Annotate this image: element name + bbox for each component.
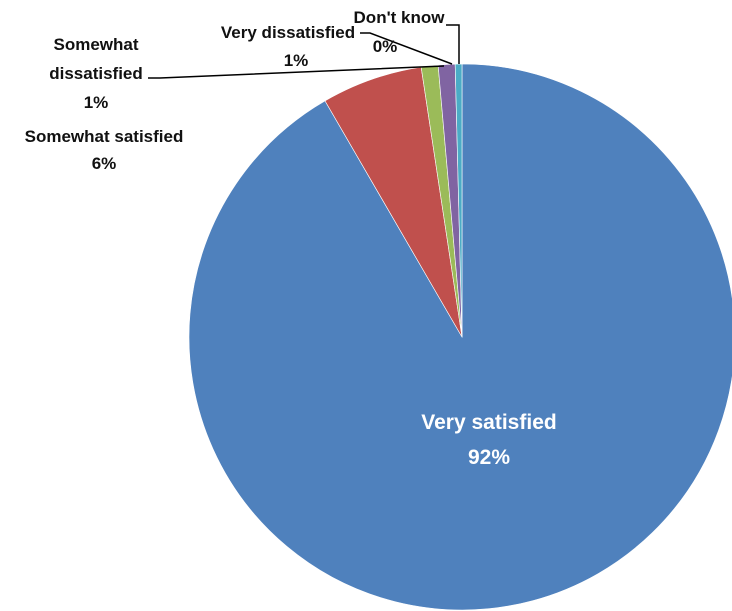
slice-label-somewhat-dissatisfied-line2: dissatisfied [49, 64, 143, 83]
slice-value-very-dissatisfied: 1% [284, 51, 309, 70]
slice-value-very-satisfied: 92% [468, 446, 510, 469]
slice-label-very-dissatisfied: Very dissatisfied [221, 23, 355, 42]
slice-value-somewhat-dissatisfied: 1% [84, 93, 109, 112]
leader-line-dont-know [446, 24, 460, 64]
pie-slice-don-t-know [454, 63, 463, 338]
leader-lines [148, 24, 460, 79]
slice-label-very-satisfied: Very satisfied [421, 411, 556, 434]
leader-line-somewhat-dissatisfied [148, 65, 445, 79]
pie-slice-very-satisfied [188, 63, 732, 611]
leader-line-very-dissatisfied [360, 32, 453, 65]
slice-label-dont-know: Don't know [354, 8, 446, 27]
slice-label-somewhat-dissatisfied-line1: Somewhat [53, 35, 138, 54]
slice-value-dont-know: 0% [373, 37, 398, 56]
slice-labels: Very satisfied 92% Somewhat satisfied 6%… [25, 8, 557, 469]
slice-label-somewhat-satisfied: Somewhat satisfied [25, 127, 184, 146]
slice-value-somewhat-satisfied: 6% [92, 154, 117, 173]
pie-slices [188, 63, 732, 611]
